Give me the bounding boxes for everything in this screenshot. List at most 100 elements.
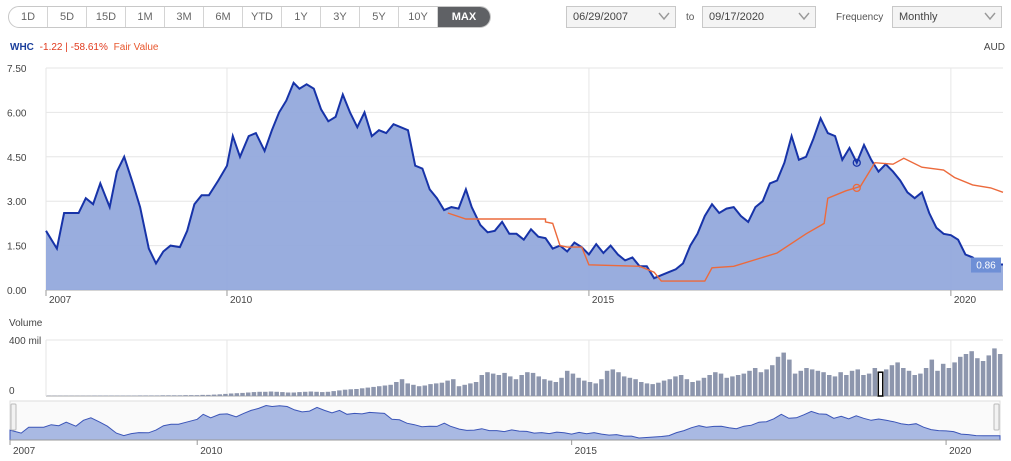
range-button-5d[interactable]: 5D	[48, 7, 87, 27]
volume-bar	[354, 389, 359, 396]
volume-bar	[342, 389, 348, 396]
y-tick-label: 4.50	[7, 153, 27, 164]
range-button-1m[interactable]: 1M	[126, 7, 165, 27]
volume-bar	[724, 377, 729, 396]
frequency-select[interactable]: Monthly	[892, 6, 1002, 28]
range-button-1d[interactable]: 1D	[9, 7, 48, 27]
volume-bar	[177, 395, 183, 396]
volume-bar	[616, 372, 621, 396]
range-button-15d[interactable]: 15D	[87, 7, 126, 27]
volume-bar	[735, 375, 741, 396]
from-date-value: 06/29/2007	[573, 11, 629, 23]
fair-value-legend[interactable]: Fair Value	[113, 42, 159, 53]
volume-bar	[143, 395, 148, 396]
y-tick-label: 3.00	[7, 197, 27, 208]
to-date-value: 09/17/2020	[709, 11, 765, 23]
volume-bar	[502, 372, 507, 396]
to-date-field[interactable]: 09/17/2020	[702, 6, 816, 28]
volume-bar	[969, 351, 974, 396]
navigator-tick-label: 2010	[200, 446, 223, 457]
volume-bar	[809, 369, 815, 396]
volume-bar	[382, 385, 388, 396]
price-line[interactable]	[45, 81, 1003, 280]
volume-bar	[684, 379, 690, 396]
volume-bar	[200, 394, 205, 396]
volume-bar	[741, 373, 747, 396]
volume-bar	[570, 373, 576, 396]
navigator-tick-label: 2007	[13, 446, 36, 457]
volume-bar	[137, 395, 143, 396]
range-button-1y[interactable]: 1Y	[282, 7, 321, 27]
volume-bar	[906, 370, 912, 396]
volume-bar	[912, 375, 917, 396]
volume-bar	[530, 372, 536, 396]
range-button-max[interactable]: MAX	[438, 7, 490, 27]
volume-bar	[929, 359, 935, 396]
currency-label: AUD	[983, 42, 1005, 53]
y-tick-label: 1.50	[7, 242, 27, 253]
y-tick-label: 7.50	[7, 64, 27, 75]
volume-bar	[268, 391, 274, 396]
price-area	[46, 82, 1003, 290]
volume-bar	[690, 382, 695, 396]
volume-bar	[804, 368, 809, 396]
volume-bar	[456, 386, 462, 396]
range-button-6m[interactable]: 6M	[204, 7, 243, 27]
range-button-5y[interactable]: 5Y	[360, 7, 399, 27]
range-button-3y[interactable]: 3Y	[321, 7, 360, 27]
volume-bar	[297, 392, 302, 396]
volume-bar	[980, 361, 986, 396]
volume-bar	[211, 394, 217, 396]
frequency-label: Frequency	[836, 12, 884, 23]
volume-bar	[320, 392, 325, 396]
volume-bar	[405, 383, 410, 396]
y-tick-label: 0.00	[7, 286, 27, 297]
volume-bar	[519, 375, 524, 396]
volume-bar	[416, 386, 422, 396]
volume-bar	[661, 380, 667, 396]
volume-bar	[348, 389, 354, 396]
volume-bar	[508, 376, 513, 396]
volume-bar	[439, 382, 445, 396]
volume-bar	[815, 370, 821, 396]
volume-bar	[302, 391, 308, 396]
volume-bar	[308, 391, 314, 396]
volume-bar	[365, 387, 371, 396]
range-button-10y[interactable]: 10Y	[399, 7, 438, 27]
volume-bar	[730, 376, 735, 396]
x-tick-label: 2015	[592, 295, 615, 306]
range-button-ytd[interactable]: YTD	[243, 7, 282, 27]
volume-bar	[775, 356, 781, 396]
volume-bar	[764, 369, 769, 396]
volume-bar	[542, 379, 547, 396]
volume-bar	[582, 380, 587, 396]
volume-bar	[644, 383, 650, 396]
volume-bar	[935, 370, 940, 396]
to-label: to	[686, 12, 695, 23]
volume-bar	[844, 375, 849, 396]
from-date-field[interactable]: 06/29/2007	[566, 6, 676, 28]
volume-bar	[553, 382, 559, 396]
volume-bar	[849, 370, 855, 396]
volume-bar	[883, 369, 889, 396]
volume-bar	[564, 370, 570, 396]
volume-bar	[394, 382, 399, 396]
volume-bar	[251, 392, 257, 396]
volume-bar	[889, 365, 895, 396]
navigator-left-handle[interactable]	[10, 403, 17, 431]
volume-bar	[536, 376, 541, 396]
volume-bar	[245, 392, 251, 396]
volume-bar	[194, 395, 200, 396]
volume-bar	[451, 379, 456, 396]
price-hover-marker	[852, 158, 861, 167]
navigator-right-handle[interactable]	[993, 403, 1000, 431]
volume-bar	[473, 382, 479, 396]
volume-bar	[468, 383, 473, 396]
fair-value-line[interactable]	[447, 157, 1004, 282]
volume-bar	[866, 373, 872, 396]
volume-bar	[621, 376, 627, 396]
volume-bar	[325, 391, 331, 396]
range-button-3m[interactable]: 3M	[165, 7, 204, 27]
volume-bar	[587, 382, 593, 396]
